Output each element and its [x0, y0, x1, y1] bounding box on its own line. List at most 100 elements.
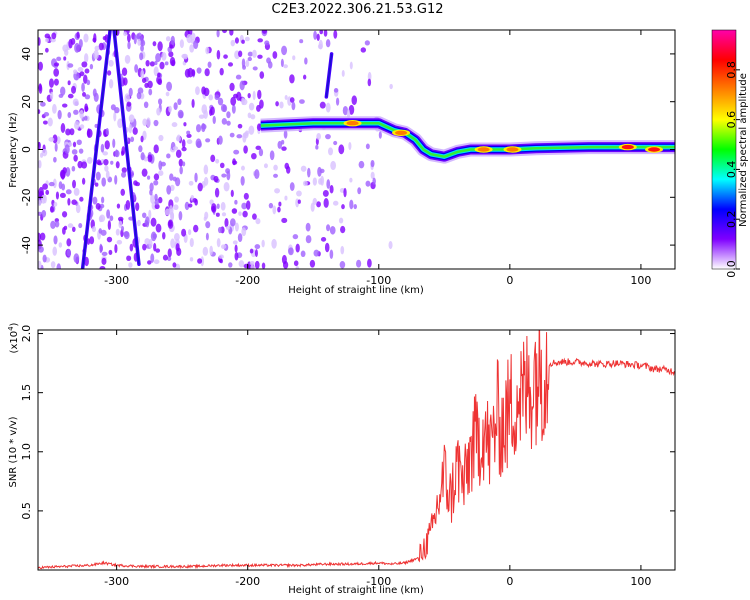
- noise-blob: [79, 109, 84, 119]
- noise-blob: [137, 38, 141, 46]
- noise-blob: [273, 164, 278, 171]
- peak-marker: [648, 147, 661, 152]
- noise-blob: [284, 95, 288, 100]
- noise-blob: [188, 203, 193, 208]
- noise-blob: [324, 242, 330, 253]
- snr-y-multiplier-base: (x10: [9, 331, 20, 354]
- noise-blob: [216, 49, 221, 60]
- noise-blob: [72, 141, 77, 148]
- noise-blob: [291, 101, 296, 111]
- noise-blob: [230, 189, 234, 198]
- noise-blob: [224, 217, 229, 228]
- noise-blob: [106, 70, 112, 76]
- noise-blob: [66, 238, 72, 247]
- noise-blob: [205, 46, 210, 55]
- noise-blob: [64, 144, 70, 155]
- noise-blob: [148, 209, 152, 220]
- noise-blob: [95, 203, 101, 210]
- noise-blob: [84, 94, 91, 100]
- noise-blob: [89, 236, 95, 245]
- noise-blob: [217, 226, 223, 234]
- noise-blob: [233, 149, 240, 155]
- snr-y-multiplier-exp: 4: [7, 326, 15, 331]
- noise-blob: [150, 217, 157, 227]
- noise-blob: [299, 99, 305, 104]
- noise-blob: [59, 192, 66, 198]
- noise-blob: [230, 218, 236, 227]
- noise-blob: [183, 122, 187, 127]
- noise-blob: [248, 125, 255, 135]
- noise-blob: [70, 38, 76, 45]
- noise-blob: [67, 112, 72, 118]
- noise-blob: [214, 187, 220, 198]
- noise-blob: [241, 202, 247, 210]
- noise-blob: [150, 253, 155, 263]
- y-tick-label: -20: [20, 188, 33, 206]
- noise-blob: [67, 93, 74, 99]
- noise-blob: [143, 101, 149, 109]
- noise-blob: [116, 203, 121, 209]
- noise-blob: [221, 212, 227, 217]
- noise-blob: [365, 180, 371, 187]
- noise-blob: [216, 238, 221, 248]
- noise-blob: [216, 30, 220, 38]
- noise-blob: [81, 161, 88, 169]
- noise-blob: [263, 163, 268, 169]
- noise-blob: [120, 188, 126, 196]
- noise-blob: [175, 243, 180, 252]
- noise-blob: [177, 109, 184, 119]
- noise-blob: [172, 176, 177, 182]
- noise-blob: [316, 33, 320, 41]
- noise-blob: [318, 39, 323, 50]
- noise-blob: [189, 44, 195, 53]
- noise-blob: [138, 145, 143, 153]
- noise-blob: [179, 166, 183, 175]
- noise-blob: [105, 170, 110, 179]
- noise-blob: [140, 135, 144, 143]
- noise-blob: [71, 85, 77, 94]
- noise-blob: [145, 59, 150, 67]
- noise-blob: [54, 142, 58, 152]
- noise-blob: [76, 139, 82, 146]
- noise-blob: [242, 132, 247, 143]
- noise-blob: [222, 104, 228, 113]
- noise-blob: [312, 177, 318, 186]
- noise-blob: [101, 196, 105, 204]
- noise-blob: [52, 178, 57, 189]
- noise-blob: [152, 41, 157, 47]
- noise-blob: [219, 258, 223, 264]
- noise-blob: [168, 220, 173, 227]
- noise-blob: [232, 240, 238, 245]
- noise-blob: [234, 244, 238, 253]
- noise-blob: [82, 92, 86, 97]
- noise-blob: [186, 130, 191, 135]
- noise-blob: [213, 175, 219, 183]
- noise-blob: [349, 199, 354, 210]
- noise-blob: [220, 244, 227, 250]
- noise-blob: [191, 98, 195, 108]
- noise-blob: [357, 187, 362, 195]
- noise-blob: [84, 68, 90, 74]
- noise-blob: [323, 30, 328, 37]
- noise-blob: [128, 114, 135, 123]
- noise-blob: [252, 49, 257, 58]
- y-tick-label: 1.5: [20, 384, 33, 402]
- noise-blob: [325, 39, 331, 48]
- noise-blob: [67, 198, 71, 206]
- noise-blob: [153, 242, 157, 252]
- y-tick-label: 0: [20, 146, 33, 153]
- noise-blob: [146, 175, 151, 180]
- noise-blob: [98, 228, 102, 234]
- noise-blob: [42, 183, 48, 190]
- noise-blob: [218, 254, 224, 259]
- noise-blob: [53, 156, 57, 163]
- noise-blob: [133, 34, 137, 45]
- noise-blob: [142, 243, 147, 251]
- noise-blob: [234, 37, 239, 44]
- noise-blob: [182, 161, 186, 167]
- noise-blob: [225, 225, 231, 230]
- noise-blob: [231, 208, 238, 214]
- noise-blob: [221, 118, 227, 125]
- noise-blob: [237, 123, 243, 129]
- noise-blob: [39, 232, 46, 241]
